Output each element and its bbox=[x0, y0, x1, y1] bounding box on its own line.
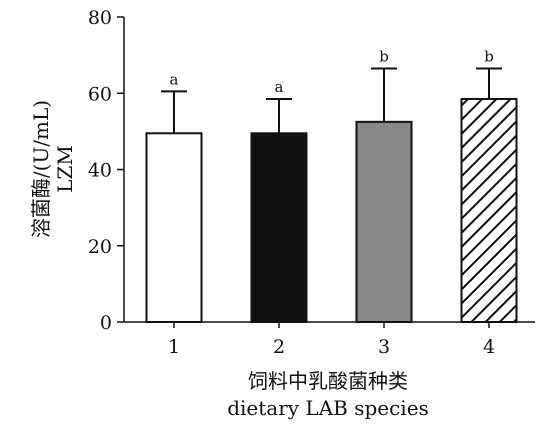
plot-area: a a b b bbox=[145, 47, 518, 323]
y-axis-title-line2: LZM bbox=[53, 145, 77, 193]
x-axis-title-line2: dietary LAB species bbox=[227, 396, 429, 420]
x-tick-label: 1 bbox=[168, 336, 180, 358]
y-tick-label: 40 bbox=[88, 160, 112, 182]
bar-4 bbox=[460, 97, 518, 323]
bar-2 bbox=[250, 132, 308, 323]
x-tick-label: 4 bbox=[483, 336, 495, 358]
bar-1 bbox=[145, 132, 203, 323]
y-axis-title: 溶菌酶/(U/mL) LZM bbox=[29, 100, 77, 238]
y-tick-label: 0 bbox=[100, 312, 112, 334]
x-tick-label: 3 bbox=[378, 336, 390, 358]
x-tick-label: 2 bbox=[273, 336, 285, 358]
y-tick-label: 80 bbox=[88, 7, 112, 29]
significance-letter: a bbox=[170, 70, 179, 88]
significance-letter: b bbox=[484, 47, 494, 65]
x-axis-title-line1: 饲料中乳酸菌种类 bbox=[248, 369, 408, 393]
y-tick-label: 60 bbox=[88, 83, 112, 105]
bar-3 bbox=[355, 120, 413, 323]
y-axis-title-line1: 溶菌酶/(U/mL) bbox=[29, 100, 53, 238]
significance-letter: b bbox=[379, 47, 389, 65]
y-tick-label: 20 bbox=[88, 236, 112, 258]
significance-letter: a bbox=[275, 78, 284, 96]
y-axis-ticks: 0 20 40 60 80 bbox=[88, 7, 124, 334]
x-axis-ticks: 1 2 3 4 bbox=[168, 322, 495, 358]
